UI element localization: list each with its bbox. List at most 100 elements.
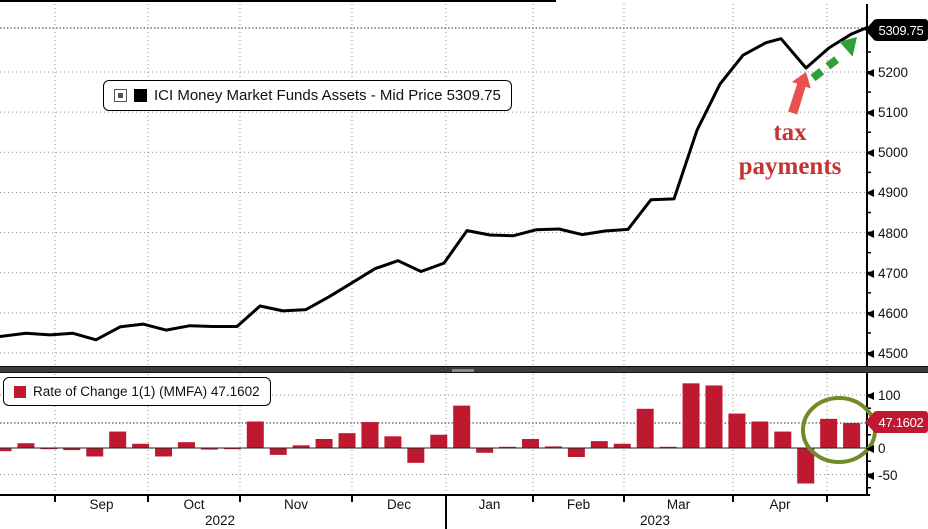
- last-roc-tag: 47.1602: [865, 411, 928, 433]
- red-arrow-icon: [788, 72, 811, 115]
- roc-bar: [40, 448, 58, 450]
- top-border-strip: [0, 0, 556, 2]
- year-label: 2023: [639, 513, 671, 528]
- minor-tick: [866, 171, 871, 174]
- y-axis-label: 0: [866, 441, 886, 456]
- roc-bar: [544, 446, 562, 448]
- y-axis-label: 4900: [865, 185, 909, 201]
- minor-tick: [866, 434, 871, 436]
- y-axis-label: 4600: [865, 305, 909, 321]
- y-axis-label: 5200: [865, 65, 909, 81]
- legend-bottom-label: Rate of Change 1(1) (MMFA) 47.1602: [33, 384, 260, 399]
- year-label: 2022: [204, 513, 236, 528]
- roc-bar: [430, 434, 448, 448]
- x-tick: [239, 496, 241, 502]
- minor-tick: [866, 211, 871, 214]
- x-tick: [351, 496, 353, 502]
- roc-bar: [407, 448, 425, 463]
- roc-bar: [682, 383, 700, 448]
- roc-bar: [728, 413, 746, 448]
- roc-bar: [522, 438, 540, 448]
- roc-bar: [774, 431, 792, 448]
- minor-tick: [866, 292, 871, 294]
- green-dashed-arrow-icon: [810, 37, 857, 82]
- expand-icon[interactable]: [114, 89, 127, 102]
- month-label: Sep: [89, 497, 114, 512]
- y-axis-label: 4800: [865, 225, 909, 241]
- price-line-path: [0, 26, 868, 342]
- series-swatch-red-icon: [14, 385, 26, 398]
- roc-bar: [590, 441, 608, 448]
- minor-tick: [866, 91, 871, 93]
- minor-tick: [866, 51, 871, 53]
- roc-bar: [797, 448, 815, 484]
- legend-top-label: ICI Money Market Funds Assets - Mid Pric…: [154, 87, 501, 104]
- x-tick: [826, 496, 828, 502]
- month-label: Jan: [478, 497, 501, 512]
- pane-separator[interactable]: [0, 366, 928, 373]
- year-divider-line: [445, 496, 447, 529]
- roc-bar: [109, 431, 127, 448]
- x-tick: [732, 496, 734, 502]
- month-label: Mar: [666, 497, 691, 512]
- x-tick: [532, 496, 534, 502]
- x-axis-line: [0, 494, 870, 496]
- roc-bar: [315, 438, 333, 448]
- month-label: Apr: [769, 497, 791, 512]
- roc-bar: [155, 448, 173, 457]
- y-axis-label: 4700: [865, 265, 909, 281]
- roc-bar: [705, 385, 723, 448]
- minor-tick: [866, 460, 871, 462]
- roc-bar: [177, 442, 195, 448]
- roc-bar: [843, 423, 861, 448]
- roc-bar: [292, 445, 310, 448]
- y-axis-label: 5000: [865, 145, 909, 161]
- x-tick: [623, 496, 625, 502]
- right-axis-spine: [866, 4, 868, 494]
- roc-bar: [223, 448, 241, 450]
- y-axis-label: 100: [866, 388, 901, 403]
- legend-money-market-assets[interactable]: ICI Money Market Funds Assets - Mid Pric…: [103, 80, 512, 111]
- roc-bar: [453, 405, 471, 448]
- y-axis-label: 4500: [865, 346, 909, 361]
- x-tick: [147, 496, 149, 502]
- minor-tick: [866, 487, 871, 489]
- last-price-tag: 5309.75: [865, 19, 928, 41]
- minor-tick: [866, 407, 871, 409]
- series-swatch-black-icon: [134, 89, 147, 102]
- roc-bar: [86, 448, 104, 457]
- month-label: Feb: [566, 497, 591, 512]
- annotations: [788, 37, 877, 464]
- tax-note-line2: payments: [738, 152, 842, 180]
- roc-bar: [0, 448, 12, 452]
- month-label: Nov: [283, 497, 309, 512]
- y-axis-label: -50: [866, 467, 898, 483]
- roc-bar: [820, 418, 838, 448]
- month-label: Dec: [386, 497, 412, 512]
- roc-bar: [567, 448, 585, 458]
- roc-bar: [132, 443, 150, 448]
- roc-bar: [269, 448, 287, 455]
- roc-bar: [200, 448, 218, 450]
- roc-bar: [17, 443, 35, 448]
- roc-bar: [499, 446, 517, 448]
- tax-note-line1: tax: [773, 119, 807, 146]
- price-line: [0, 26, 868, 342]
- roc-bar: [751, 421, 769, 448]
- tax-payments-annotation: tax payments: [714, 116, 866, 184]
- roc-bar: [246, 421, 264, 448]
- minor-tick: [866, 332, 871, 334]
- separator-handle-icon[interactable]: [452, 369, 474, 372]
- roc-bars: [0, 383, 866, 484]
- roc-bar: [476, 448, 494, 453]
- minor-tick: [866, 131, 871, 133]
- roc-bar: [659, 446, 677, 448]
- roc-bar: [361, 422, 379, 448]
- roc-bar: [338, 433, 356, 448]
- roc-bar: [636, 408, 654, 448]
- x-tick: [54, 496, 56, 502]
- legend-rate-of-change[interactable]: Rate of Change 1(1) (MMFA) 47.1602: [3, 377, 271, 406]
- y-axis-label: 5100: [865, 105, 909, 121]
